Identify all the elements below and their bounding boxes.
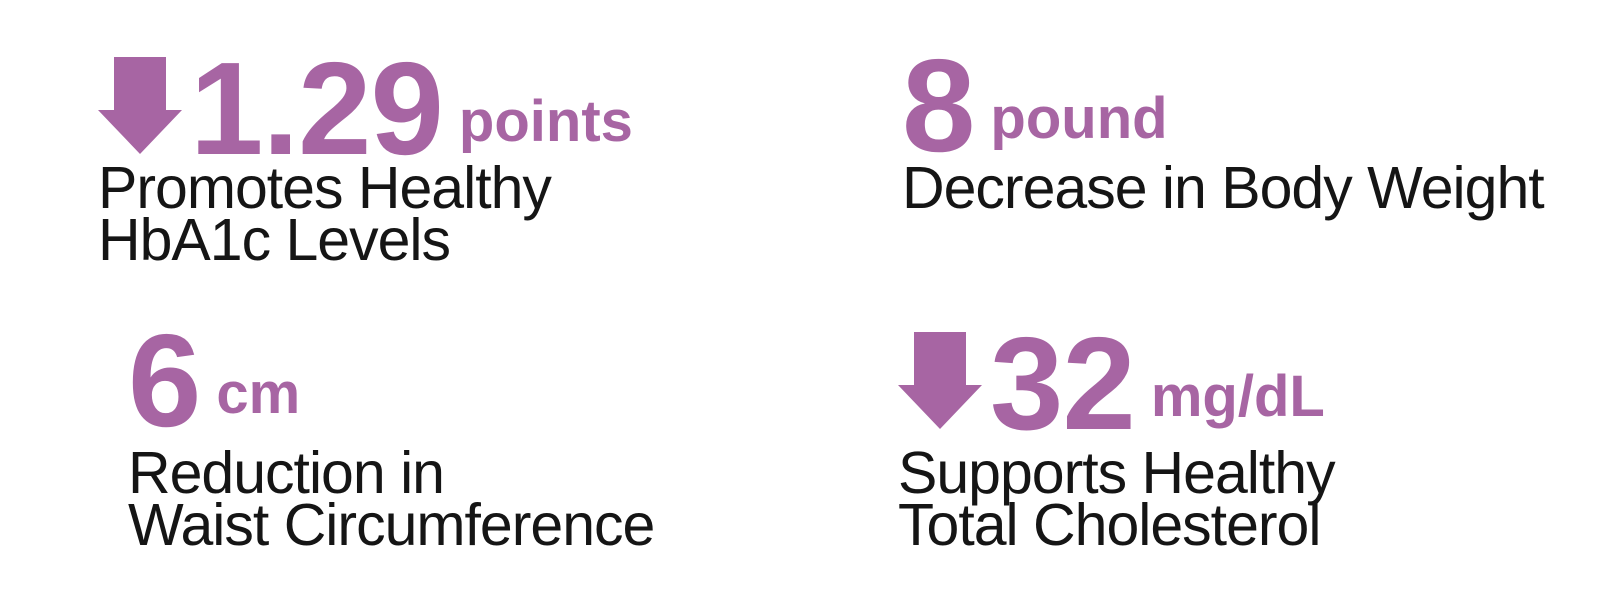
stat-card-hba1c: 1.29 points Promotes Healthy HbA1c Levels bbox=[98, 43, 633, 273]
stat-caption: Decrease in Body Weight bbox=[902, 155, 1545, 221]
stat-caption: Promotes Healthy HbA1c Levels bbox=[98, 155, 633, 273]
stat-caption-line: Decrease in Body Weight bbox=[902, 155, 1545, 221]
stat-value: 6 bbox=[128, 307, 201, 454]
stat-unit: mg/dL bbox=[1150, 364, 1325, 429]
stat-caption: Reduction in Waist Circumference bbox=[128, 440, 655, 558]
stat-unit: cm bbox=[216, 361, 301, 426]
stat-line: 1.29 points bbox=[98, 43, 633, 175]
stat-unit: points bbox=[458, 89, 633, 154]
stat-line: 32 mg/dL bbox=[898, 318, 1335, 450]
stat-caption-line: Supports Healthy bbox=[898, 440, 1336, 506]
stat-caption: Supports Healthy Total Cholesterol bbox=[898, 440, 1336, 558]
down-arrow-icon bbox=[98, 57, 182, 154]
stat-caption-line: Total Cholesterol bbox=[898, 492, 1321, 558]
stat-value: 32 bbox=[990, 310, 1136, 457]
stat-value: 1.29 bbox=[190, 35, 444, 182]
stat-line: 8 pound bbox=[902, 40, 1544, 172]
stat-card-waist-circumference: 6 cm Reduction in Waist Circumference bbox=[128, 315, 655, 558]
stat-caption-line: HbA1c Levels bbox=[98, 207, 451, 273]
stat-caption-line: Promotes Healthy bbox=[98, 155, 552, 221]
stat-line: 6 cm bbox=[128, 315, 654, 447]
stat-caption-line: Waist Circumference bbox=[128, 492, 655, 558]
stat-caption-line: Reduction in bbox=[128, 440, 445, 506]
stat-value: 8 bbox=[902, 32, 975, 179]
down-arrow-icon bbox=[898, 332, 982, 429]
stat-card-body-weight: 8 pound Decrease in Body Weight bbox=[902, 40, 1545, 221]
stat-card-total-cholesterol: 32 mg/dL Supports Healthy Total Cholester… bbox=[898, 318, 1336, 558]
stat-unit: pound bbox=[990, 86, 1168, 151]
